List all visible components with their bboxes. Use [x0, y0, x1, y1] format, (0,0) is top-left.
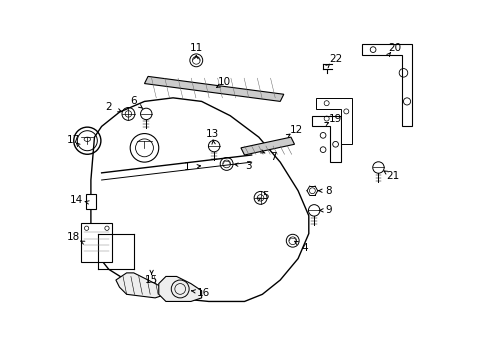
Text: 20: 20	[387, 43, 400, 53]
Text: 13: 13	[205, 129, 219, 139]
Text: 17: 17	[66, 135, 80, 145]
Text: 3: 3	[244, 161, 251, 171]
Text: 7: 7	[269, 152, 276, 162]
PathPatch shape	[362, 44, 411, 126]
Text: 4: 4	[301, 243, 308, 253]
Text: 11: 11	[189, 43, 203, 53]
PathPatch shape	[85, 194, 96, 208]
Text: 1: 1	[183, 162, 190, 172]
Text: 15: 15	[145, 275, 158, 285]
Text: 18: 18	[66, 232, 80, 242]
Text: 8: 8	[325, 186, 331, 196]
Text: 5: 5	[262, 191, 269, 201]
PathPatch shape	[159, 276, 201, 301]
PathPatch shape	[312, 116, 340, 162]
Text: 2: 2	[105, 102, 112, 112]
Text: 9: 9	[325, 205, 331, 215]
Text: 12: 12	[289, 125, 302, 135]
PathPatch shape	[81, 223, 112, 262]
Text: 22: 22	[328, 54, 342, 64]
PathPatch shape	[91, 98, 308, 301]
Text: 10: 10	[218, 77, 231, 87]
PathPatch shape	[116, 273, 165, 298]
Text: 21: 21	[386, 171, 399, 181]
PathPatch shape	[144, 76, 283, 102]
PathPatch shape	[315, 98, 351, 144]
Text: 14: 14	[70, 195, 83, 204]
Text: 6: 6	[130, 96, 137, 107]
PathPatch shape	[241, 137, 294, 155]
Text: 16: 16	[196, 288, 210, 297]
Text: 19: 19	[328, 114, 342, 124]
